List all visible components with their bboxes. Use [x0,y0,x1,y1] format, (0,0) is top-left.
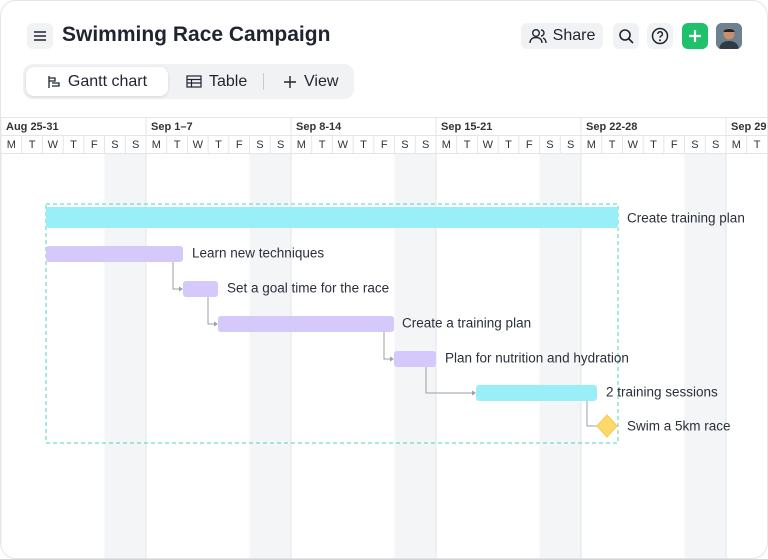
tab-label: Gantt chart [67,72,148,90]
day-label: W [338,139,349,151]
day-label: M [587,139,596,151]
day-label: S [546,139,553,151]
day-label: T [174,139,181,151]
day-label: T [29,139,36,151]
day-label: T [754,139,761,151]
add-button[interactable] [682,23,708,49]
day-label: T [505,139,512,151]
task-label: Learn new techniques [192,246,324,261]
tab-label: Table [209,72,248,90]
tab-label: View [304,72,339,90]
milestone [596,414,618,438]
share-icon [528,29,547,44]
day-label: F [91,139,98,151]
help-button[interactable] [647,23,673,49]
day-label: W [193,139,204,151]
day-label: M [152,139,161,151]
day-label: S [567,139,574,151]
day-label: S [422,139,429,151]
day-label: S [132,139,139,151]
gantt-tab[interactable]: Gantt chart [26,67,168,96]
menu-button[interactable] [27,23,53,49]
dependency-arrow [207,297,215,325]
task-bar [218,316,394,332]
menu-icon [34,31,46,41]
tab-divider [263,73,264,90]
day-label: S [256,139,263,151]
day-label: W [483,139,494,151]
day-label: S [712,139,719,151]
table-tab[interactable]: Table [186,67,247,96]
search-button[interactable] [613,23,639,49]
share-button[interactable]: Share [521,23,603,49]
day-label: T [609,139,616,151]
day-label: F [381,139,388,151]
day-label: M [732,139,741,151]
day-label: T [319,139,326,151]
task-bar [183,281,218,297]
week-label: Sep 22-28 [586,121,637,133]
day-label: M [7,139,16,151]
week-label: Sep 29 [731,121,766,133]
week-label: Sep 8-14 [296,121,342,133]
day-label: T [360,139,367,151]
task-bar [46,246,183,262]
weekend-shade [684,153,726,558]
dependency-arrow [425,367,473,394]
task-bar [476,385,597,401]
day-label: F [671,139,678,151]
day-label: S [277,139,284,151]
task-label: Set a goal time for the race [227,281,389,296]
gantt-icon [48,75,60,88]
week-label: Aug 25-31 [6,121,59,133]
project-title: Swimming Race Campaign [62,23,331,46]
day-label: T [215,139,222,151]
arrow-head [472,390,476,396]
dependency-arrow [383,332,391,360]
task-label: Swim a 5km race [627,419,731,434]
day-label: S [401,139,408,151]
task-label: Create a training plan [402,316,531,331]
task-label: Plan for nutrition and hydration [445,351,629,366]
group-bar [46,211,618,228]
week-label: Sep 1–7 [151,121,193,133]
arrow-head [214,321,218,327]
plus-icon [284,75,296,88]
search-icon [619,29,634,44]
dependency-arrow [586,401,597,427]
task-bar [394,351,436,367]
view-tabs: Gantt chart Table View [23,64,354,99]
arrow-head [179,286,183,292]
day-label: F [526,139,533,151]
help-icon [651,27,669,45]
day-label: W [628,139,639,151]
day-label: S [111,139,118,151]
day-label: T [464,139,471,151]
day-label: T [650,139,657,151]
day-label: W [48,139,59,151]
day-label: F [236,139,243,151]
dependency-arrow [172,262,180,290]
group-label: Create training plan [627,211,745,226]
plus-icon [689,30,701,42]
day-label: M [297,139,306,151]
day-label: T [70,139,77,151]
share-label: Share [552,27,596,44]
view-tab[interactable]: View [283,67,338,96]
week-label: Sep 15-21 [441,121,492,133]
avatar[interactable] [716,23,742,49]
task-label: 2 training sessions [606,385,718,400]
day-label: M [442,139,451,151]
arrow-head [390,356,394,362]
day-label: S [691,139,698,151]
table-icon [186,75,202,88]
avatar-image [716,23,742,49]
